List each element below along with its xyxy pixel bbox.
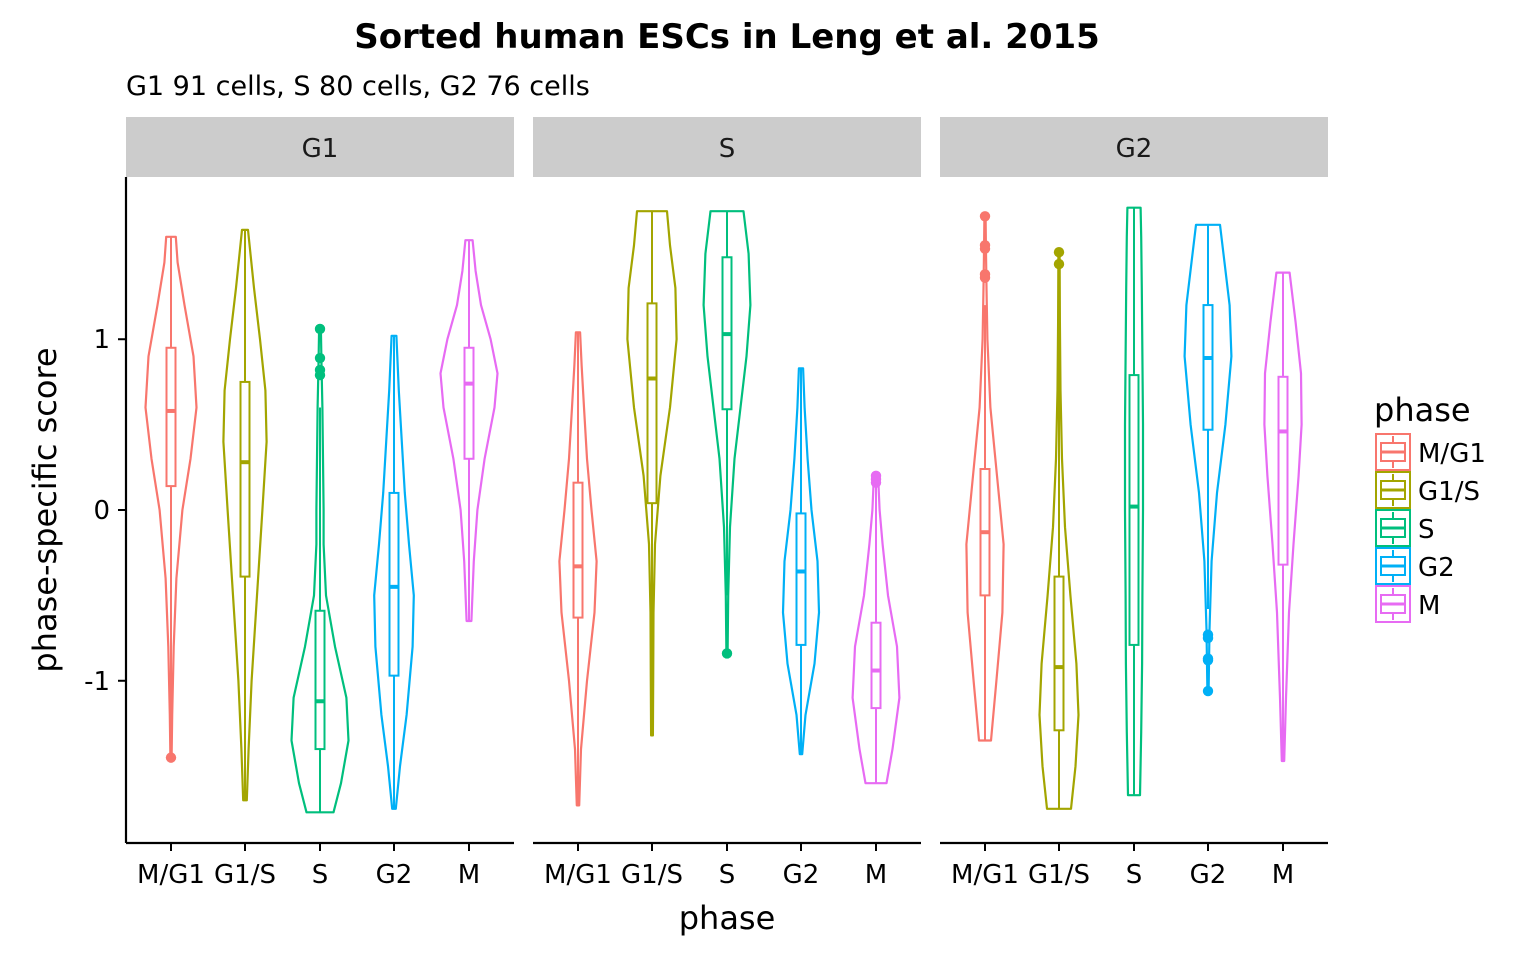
violin-shape [222,228,268,802]
x-tick-label: G1/S [1028,860,1090,890]
x-tick-label: G1/S [214,860,276,890]
x-tick-label: S [719,860,736,890]
legend-label: M/G1 [1418,439,1486,469]
facet-strip [533,117,921,177]
facet-strip [940,117,1328,177]
violin-group [439,239,499,623]
x-tick-label: S [1126,860,1143,890]
x-tick-label: G1/S [621,860,683,890]
box-iqr [239,380,251,578]
y-axis-title: phase-specific score [26,347,64,672]
outlier-point [314,364,326,376]
x-tick-label: G2 [376,860,413,890]
legend-label: G2 [1418,553,1455,583]
outlier-point [1053,246,1065,258]
legend-item: G2 [1375,547,1455,585]
box-iqr [572,481,584,619]
violin-group [144,235,198,763]
x-axis-title: phase [679,899,776,937]
box-iqr [1053,575,1065,732]
x-tick-label: M/G1 [137,860,205,890]
outlier-point [1202,655,1214,666]
facet-strip-label: G1 [302,134,339,164]
box-iqr [1277,375,1289,566]
violin-shape [144,235,198,759]
violin-shape [626,210,678,737]
legend-title: phase [1374,391,1471,429]
violin-group [222,228,268,802]
violin-group [702,210,752,659]
x-tick-label: M [865,860,887,890]
outlier-point [979,269,991,280]
violin-group [290,323,350,814]
plot-area: 1 0 -1 G1 M/G1 G1/S S G2 M S M/G1 G1/S S G2 M G2 M/G1 G1/… [84,117,1328,890]
violin-group [851,470,901,785]
legend-label: S [1418,515,1435,545]
box-iqr [314,609,326,751]
box-iqr [388,491,400,677]
violin-group [1183,223,1233,697]
box-iqr [1128,374,1140,646]
violin-group [1123,206,1145,797]
x-tick-label: M/G1 [951,860,1019,890]
outlier-point [314,352,326,364]
x-tick-label: S [312,860,329,890]
outlier-point [870,470,882,482]
violin-shape [373,334,415,810]
legend-item: M [1375,585,1440,623]
violin-shape [439,239,499,623]
outlier-point [1202,685,1214,697]
facet-strip-label: G2 [1116,134,1153,164]
violin-group [1263,271,1303,763]
chart-subtitle: G1 91 cells, S 80 cells, G2 76 cells [126,71,590,102]
box-iqr [463,346,475,460]
violin-shape [558,331,598,807]
legend-item: M/G1 [1375,433,1486,471]
y-tick-label: 0 [93,496,110,526]
box-iqr [870,621,882,710]
legend-label: M [1418,591,1440,621]
outlier-point [721,648,733,659]
violin-shape [1263,271,1303,763]
x-tick-label: M [458,860,480,890]
violin-shape [1123,206,1145,797]
violin-group [558,331,598,807]
y-tick-label: -1 [84,667,110,697]
legend-label: G1/S [1418,477,1480,507]
box-iqr [795,512,807,646]
violin-group [373,334,415,810]
violin-shape [1183,223,1233,693]
x-tick-label: G2 [1190,860,1227,890]
x-tick-label: M/G1 [544,860,612,890]
box-iqr [165,346,177,488]
x-tick-label: M [1272,860,1294,890]
facet-strip [126,117,514,177]
y-tick-label: 1 [93,325,110,355]
box-iqr [1202,304,1214,431]
violin-group [626,210,678,737]
violin-shape [702,210,752,655]
facet-strip-label: S [719,134,736,164]
outlier-point [979,211,991,222]
outlier-point [1202,632,1214,644]
outlier-point [165,752,177,763]
violin-group [781,367,821,756]
violin-shape [781,367,821,756]
outlier-point [1053,258,1065,270]
legend-item: G1/S [1375,471,1480,509]
violin-group [965,211,1005,742]
outlier-point [979,240,991,251]
violin-group [1038,246,1080,810]
x-tick-label: G2 [783,860,820,890]
chart-title: Sorted human ESCs in Leng et al. 2015 [354,17,1100,57]
legend-item: S [1375,509,1435,547]
outlier-point [314,323,326,335]
legend: phase M/G1 G1/S S G2 M [1374,391,1486,623]
box-iqr [646,302,658,505]
